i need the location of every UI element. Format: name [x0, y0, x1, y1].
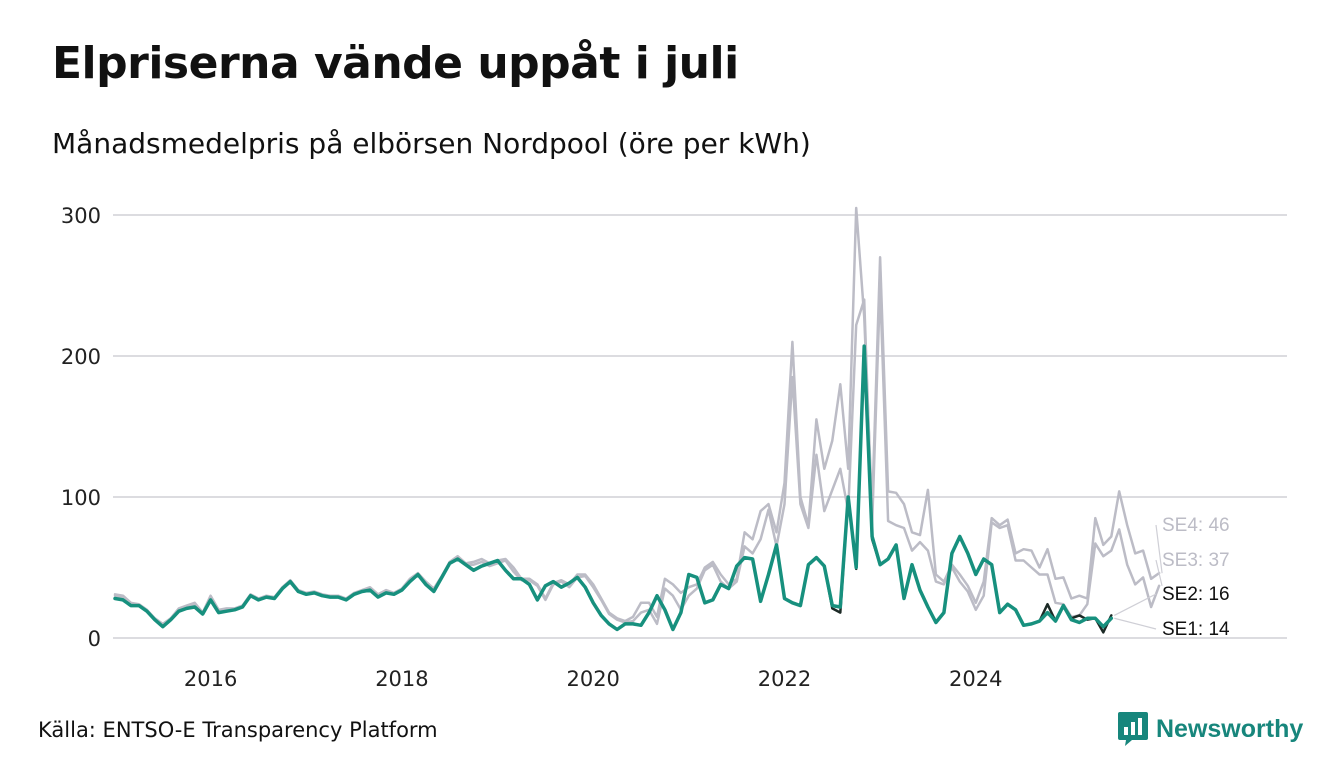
y-axis-ticks: 0 100 200 300: [61, 204, 101, 651]
x-axis-ticks: 2016 2018 2020 2022 2024: [184, 667, 1003, 691]
end-label-se4: SE4: 46: [1162, 515, 1230, 536]
series-end-labels: SE4: 46 SE3: 37 SE2: 16 SE1: 14: [1113, 515, 1230, 640]
y-tick-label: 0: [88, 627, 101, 651]
series-line-se4: [113, 206, 1161, 626]
leader-line-se3: [1155, 559, 1163, 586]
x-tick-label: 2018: [375, 667, 428, 691]
x-tick-label: 2022: [758, 667, 811, 691]
y-tick-label: 100: [61, 486, 101, 510]
y-tick-label: 300: [61, 204, 101, 228]
series-lines: [113, 206, 1161, 634]
x-tick-label: 2024: [949, 667, 1002, 691]
chart-title: Elpriserna vände uppåt i juli: [52, 38, 739, 89]
brand-logo[interactable]: Newsworthy: [1118, 712, 1303, 746]
leader-line-se4: [1155, 524, 1163, 574]
series-line-se3: [113, 284, 1161, 627]
gridlines: [113, 214, 1287, 639]
series-line-se1: [113, 344, 1114, 632]
x-tick-label: 2020: [566, 667, 619, 691]
series-line-se2: [113, 347, 1113, 634]
brand-name: Newsworthy: [1156, 714, 1304, 743]
end-label-se2: SE2: 16: [1162, 584, 1230, 605]
end-label-se1: SE1: 14: [1162, 619, 1230, 640]
chart-subtitle: Månadsmedelpris på elbörsen Nordpool (ör…: [52, 127, 811, 160]
x-tick-label: 2016: [184, 667, 237, 691]
bar-chart-logo-icon: [1118, 712, 1148, 746]
leader-line-se1: [1114, 617, 1157, 630]
end-label-se3: SE3: 37: [1162, 550, 1230, 571]
leader-line-se2: [1113, 593, 1157, 616]
y-tick-label: 200: [61, 345, 101, 369]
source-note: Källa: ENTSO-E Transparency Platform: [38, 718, 438, 742]
